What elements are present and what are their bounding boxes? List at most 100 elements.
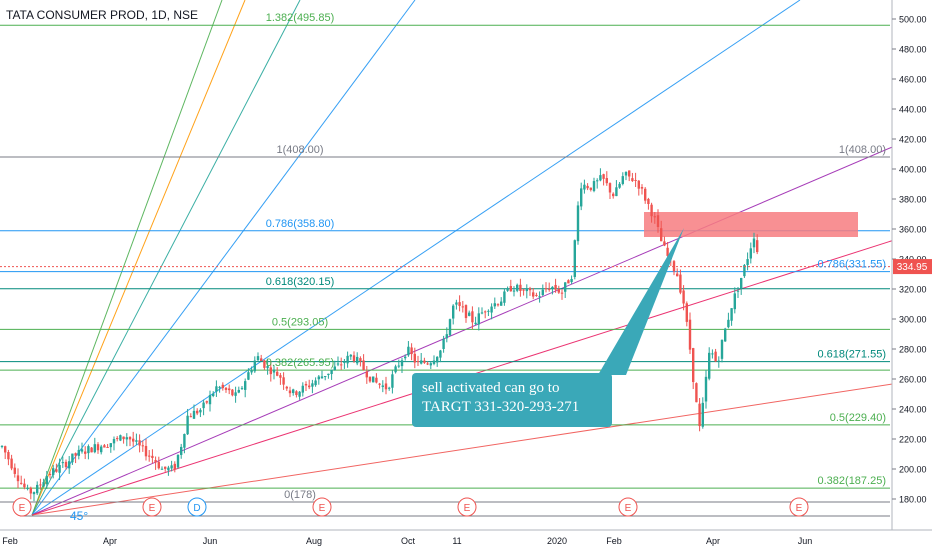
candle-body bbox=[516, 284, 519, 291]
candle-body bbox=[679, 274, 682, 293]
candle-body bbox=[240, 387, 244, 389]
candle-body bbox=[144, 445, 148, 457]
gann-fan-line-4 bbox=[31, 0, 801, 516]
candle-body bbox=[455, 302, 458, 305]
candle-body bbox=[93, 444, 96, 453]
candle-body bbox=[352, 355, 356, 362]
fib-label-0: 1.382(495.85) bbox=[266, 12, 335, 24]
gann-angle-label: 45° bbox=[70, 509, 88, 523]
candle-body bbox=[554, 284, 557, 290]
candle-body bbox=[308, 385, 311, 388]
candle-body bbox=[756, 240, 759, 253]
candle-body bbox=[212, 393, 215, 396]
candle-body bbox=[535, 294, 538, 296]
candle-body bbox=[528, 288, 532, 291]
candle-body bbox=[468, 312, 471, 316]
candle-body bbox=[135, 440, 138, 442]
candle-body bbox=[471, 311, 474, 323]
candle-body bbox=[631, 178, 634, 182]
candle-body bbox=[580, 188, 583, 207]
candle-body bbox=[548, 288, 551, 290]
candle-body bbox=[538, 296, 541, 298]
y-tick-label-11: 400.00 bbox=[899, 165, 927, 175]
y-tick-label-3: 240.00 bbox=[899, 405, 927, 415]
candle-body bbox=[128, 437, 132, 440]
event-marker-circle-6[interactable] bbox=[789, 497, 809, 517]
candle-body bbox=[68, 461, 71, 469]
y-tick-label-1: 200.00 bbox=[899, 465, 927, 475]
candle-body bbox=[368, 376, 372, 382]
candle-body bbox=[356, 356, 359, 364]
candle-body bbox=[173, 463, 176, 470]
candle-body bbox=[301, 385, 304, 393]
candle-body bbox=[208, 394, 212, 405]
candle-body bbox=[480, 312, 484, 314]
candle-body bbox=[493, 303, 496, 307]
gann-fan-line-7 bbox=[31, 377, 932, 516]
symbol-title: TATA CONSUMER PROD, 1D, NSE bbox=[6, 8, 199, 22]
fib-label-2: 0.786(358.80) bbox=[266, 218, 335, 230]
candle-body bbox=[612, 193, 615, 197]
candle-body bbox=[541, 289, 544, 296]
candle-body bbox=[605, 178, 608, 184]
candle-body bbox=[266, 365, 269, 369]
candle-body bbox=[90, 447, 93, 453]
candle-body bbox=[202, 402, 205, 409]
candle-body bbox=[464, 305, 468, 319]
candle-body bbox=[592, 181, 596, 191]
candle-body bbox=[676, 273, 679, 277]
sell-zone-box[interactable] bbox=[644, 212, 858, 237]
candle-body bbox=[244, 381, 247, 390]
candle-body bbox=[615, 187, 618, 197]
candle-body bbox=[4, 446, 7, 453]
candle-body bbox=[416, 361, 420, 363]
candle-body bbox=[413, 353, 416, 363]
candle-body bbox=[666, 247, 669, 256]
fib-label-4: 0.5(293.05) bbox=[272, 316, 328, 328]
candle-body bbox=[116, 438, 119, 440]
candle-body bbox=[333, 366, 336, 371]
event-marker-circle-0[interactable] bbox=[12, 497, 32, 517]
candle-body bbox=[154, 460, 157, 463]
candle-body bbox=[532, 292, 535, 297]
candle-body bbox=[228, 388, 231, 391]
gann-fan-line-1 bbox=[31, 0, 223, 516]
candle-body bbox=[708, 352, 711, 379]
y-tick-label-15: 480.00 bbox=[899, 45, 927, 55]
candle-body bbox=[196, 410, 199, 414]
candle-body bbox=[557, 289, 560, 293]
y-tick-label-4: 260.00 bbox=[899, 375, 927, 385]
candle-body bbox=[628, 170, 631, 177]
fib-label-right-2: 0.618(271.55) bbox=[818, 349, 887, 361]
candle-body bbox=[109, 443, 112, 448]
event-marker-circle-2[interactable] bbox=[187, 497, 207, 517]
fib-label-5: 0.382(265.95) bbox=[266, 357, 335, 369]
candle-body bbox=[637, 180, 640, 189]
candle-body bbox=[87, 446, 90, 454]
candle-body bbox=[125, 437, 128, 440]
event-marker-circle-5[interactable] bbox=[618, 497, 638, 517]
candle-body bbox=[743, 265, 746, 277]
candle-body bbox=[250, 370, 253, 373]
candle-body bbox=[503, 291, 506, 303]
candle-body bbox=[119, 435, 122, 441]
event-marker-circle-3[interactable] bbox=[312, 497, 332, 517]
candle-body bbox=[164, 466, 167, 469]
candle-body bbox=[404, 356, 407, 359]
candle-body bbox=[263, 360, 266, 368]
candle-body bbox=[397, 365, 400, 367]
candle-body bbox=[474, 322, 477, 325]
candle-body bbox=[23, 483, 26, 488]
gann-fan-line-6 bbox=[31, 227, 932, 516]
candle-body bbox=[442, 338, 445, 349]
time-axis[interactable]: Feb Apr Jun Aug Oct 11 2020 Feb Apr Jun bbox=[0, 529, 932, 546]
event-marker-circle-4[interactable] bbox=[457, 497, 477, 517]
sell-annotation-callout[interactable]: sell activated can go to TARGT 331-320-2… bbox=[412, 373, 612, 427]
candle-body bbox=[477, 313, 480, 325]
candle-body bbox=[365, 371, 368, 378]
event-marker-circle-1[interactable] bbox=[142, 497, 162, 517]
candle-body bbox=[711, 353, 714, 355]
candle-body bbox=[304, 383, 308, 386]
